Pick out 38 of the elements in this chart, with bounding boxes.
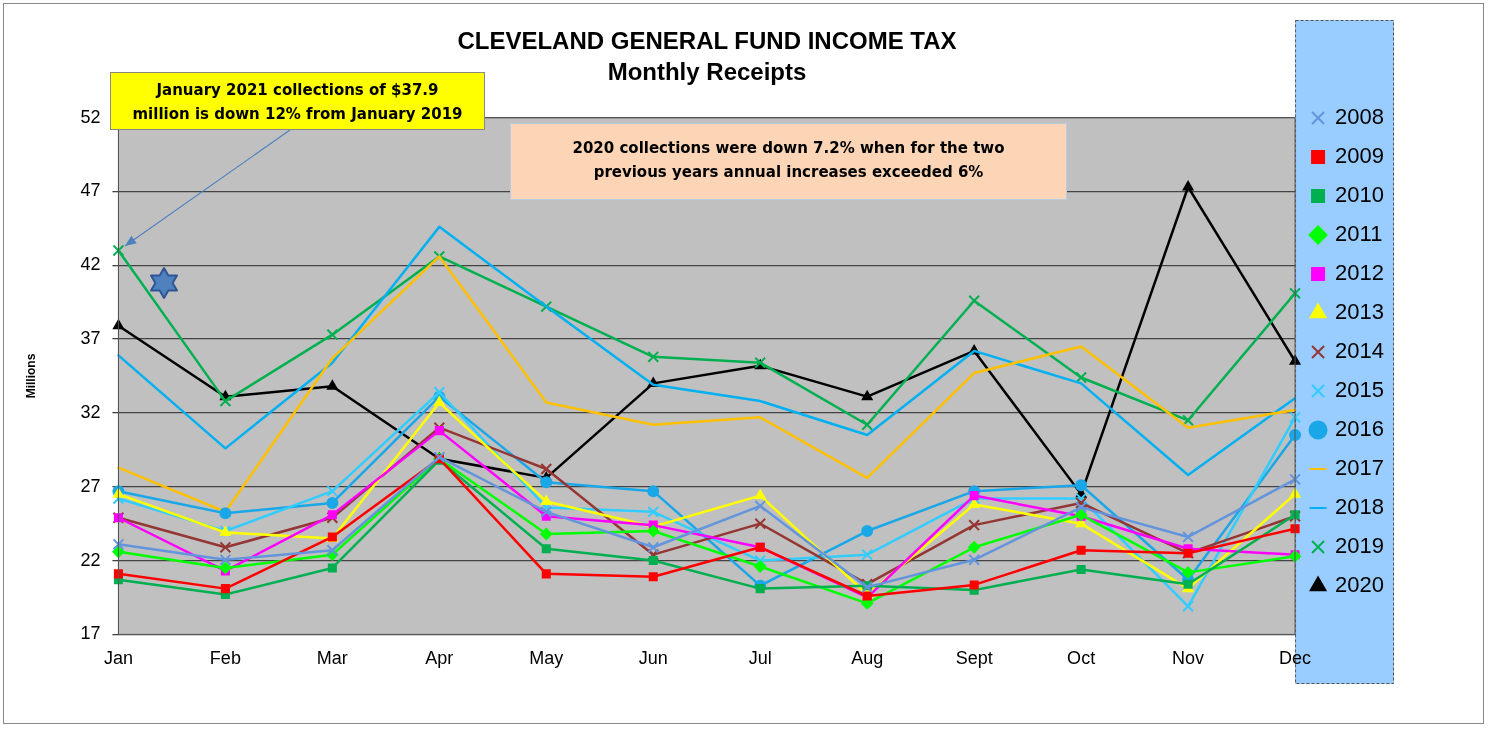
- x-tick-label: May: [529, 648, 564, 669]
- x-tick-label: Sept: [955, 648, 993, 669]
- legend-label: 2012: [1335, 260, 1385, 286]
- chart-subtitle: Monthly Receipts: [607, 57, 807, 85]
- y-tick-label: 47: [80, 180, 101, 201]
- y-tick-label: 37: [80, 328, 101, 349]
- legend-label: 2010: [1335, 182, 1385, 208]
- legend-label: 2011: [1335, 221, 1383, 247]
- legend-label: 2017: [1335, 455, 1385, 481]
- legend-label: 2009: [1335, 143, 1385, 169]
- y-tick-label: 52: [80, 106, 101, 127]
- x-tick-label: Jun: [638, 648, 668, 669]
- legend-label: 2008: [1335, 104, 1385, 130]
- legend-label: 2020: [1335, 572, 1385, 598]
- legend-label: 2016: [1335, 416, 1385, 442]
- y-tick-label: 42: [80, 254, 101, 275]
- chart-title: CLEVELAND GENERAL FUND INCOME TAX: [457, 27, 957, 55]
- x-tick-label: Mar: [316, 648, 348, 669]
- x-tick-label: Feb: [209, 648, 241, 669]
- x-tick-label: Oct: [1067, 648, 1096, 669]
- x-tick-label: Nov: [1172, 648, 1205, 669]
- legend-label: 2014: [1335, 338, 1385, 364]
- x-tick-label: Apr: [425, 648, 454, 669]
- y-tick-label: 22: [80, 549, 101, 570]
- callout-box: January 2021 collections of $37.9 million is down 12% from January 2019: [110, 72, 485, 130]
- x-tick-label: Dec: [1279, 648, 1312, 669]
- legend-label: 2018: [1335, 494, 1385, 520]
- legend-label: 2019: [1335, 533, 1385, 559]
- legend-label: 2015: [1335, 377, 1385, 403]
- y-tick-label: 17: [80, 623, 101, 644]
- y-axis-title: Millions: [23, 353, 38, 399]
- y-tick-label: 27: [80, 475, 101, 496]
- x-tick-label: Aug: [851, 648, 884, 669]
- x-tick-label: Jan: [103, 648, 133, 669]
- y-tick-label: 32: [80, 401, 101, 422]
- legend-label: 2013: [1335, 299, 1385, 325]
- callout-box: 2020 collections were down 7.2% when for the two previous years annual increases exceeded 6%: [510, 123, 1067, 200]
- x-tick-label: Jul: [748, 648, 772, 669]
